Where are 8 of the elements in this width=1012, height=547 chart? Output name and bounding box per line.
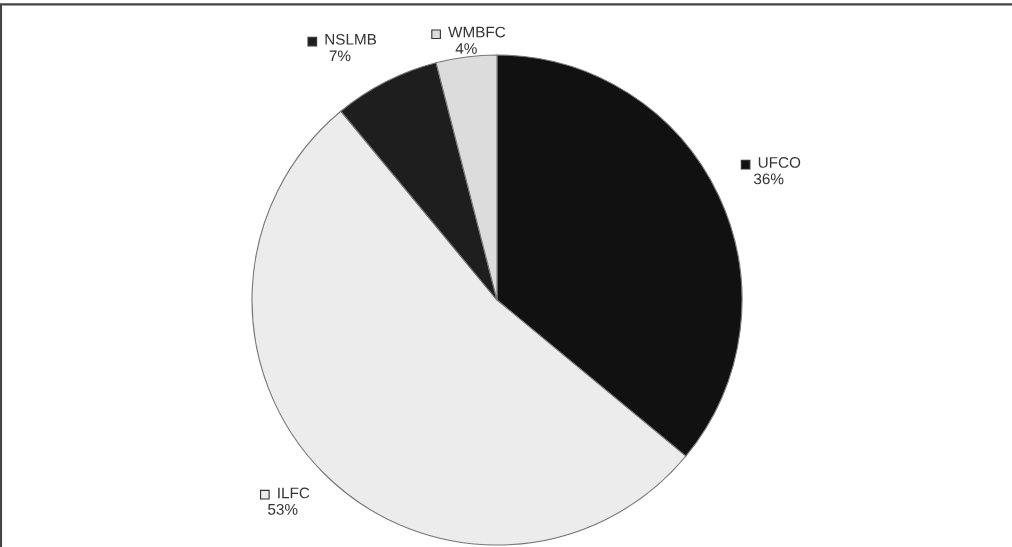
legend-label: UFCO: [758, 157, 801, 168]
data-label: 36%: [753, 173, 784, 185]
legend-label: ILFC: [278, 487, 310, 499]
data-label: 4%: [455, 43, 477, 54]
data-label: 53%: [268, 503, 298, 515]
legend-label: WMBFC: [448, 26, 506, 38]
data-label: 7%: [329, 50, 351, 62]
legend-label: NSLMB: [325, 33, 377, 45]
